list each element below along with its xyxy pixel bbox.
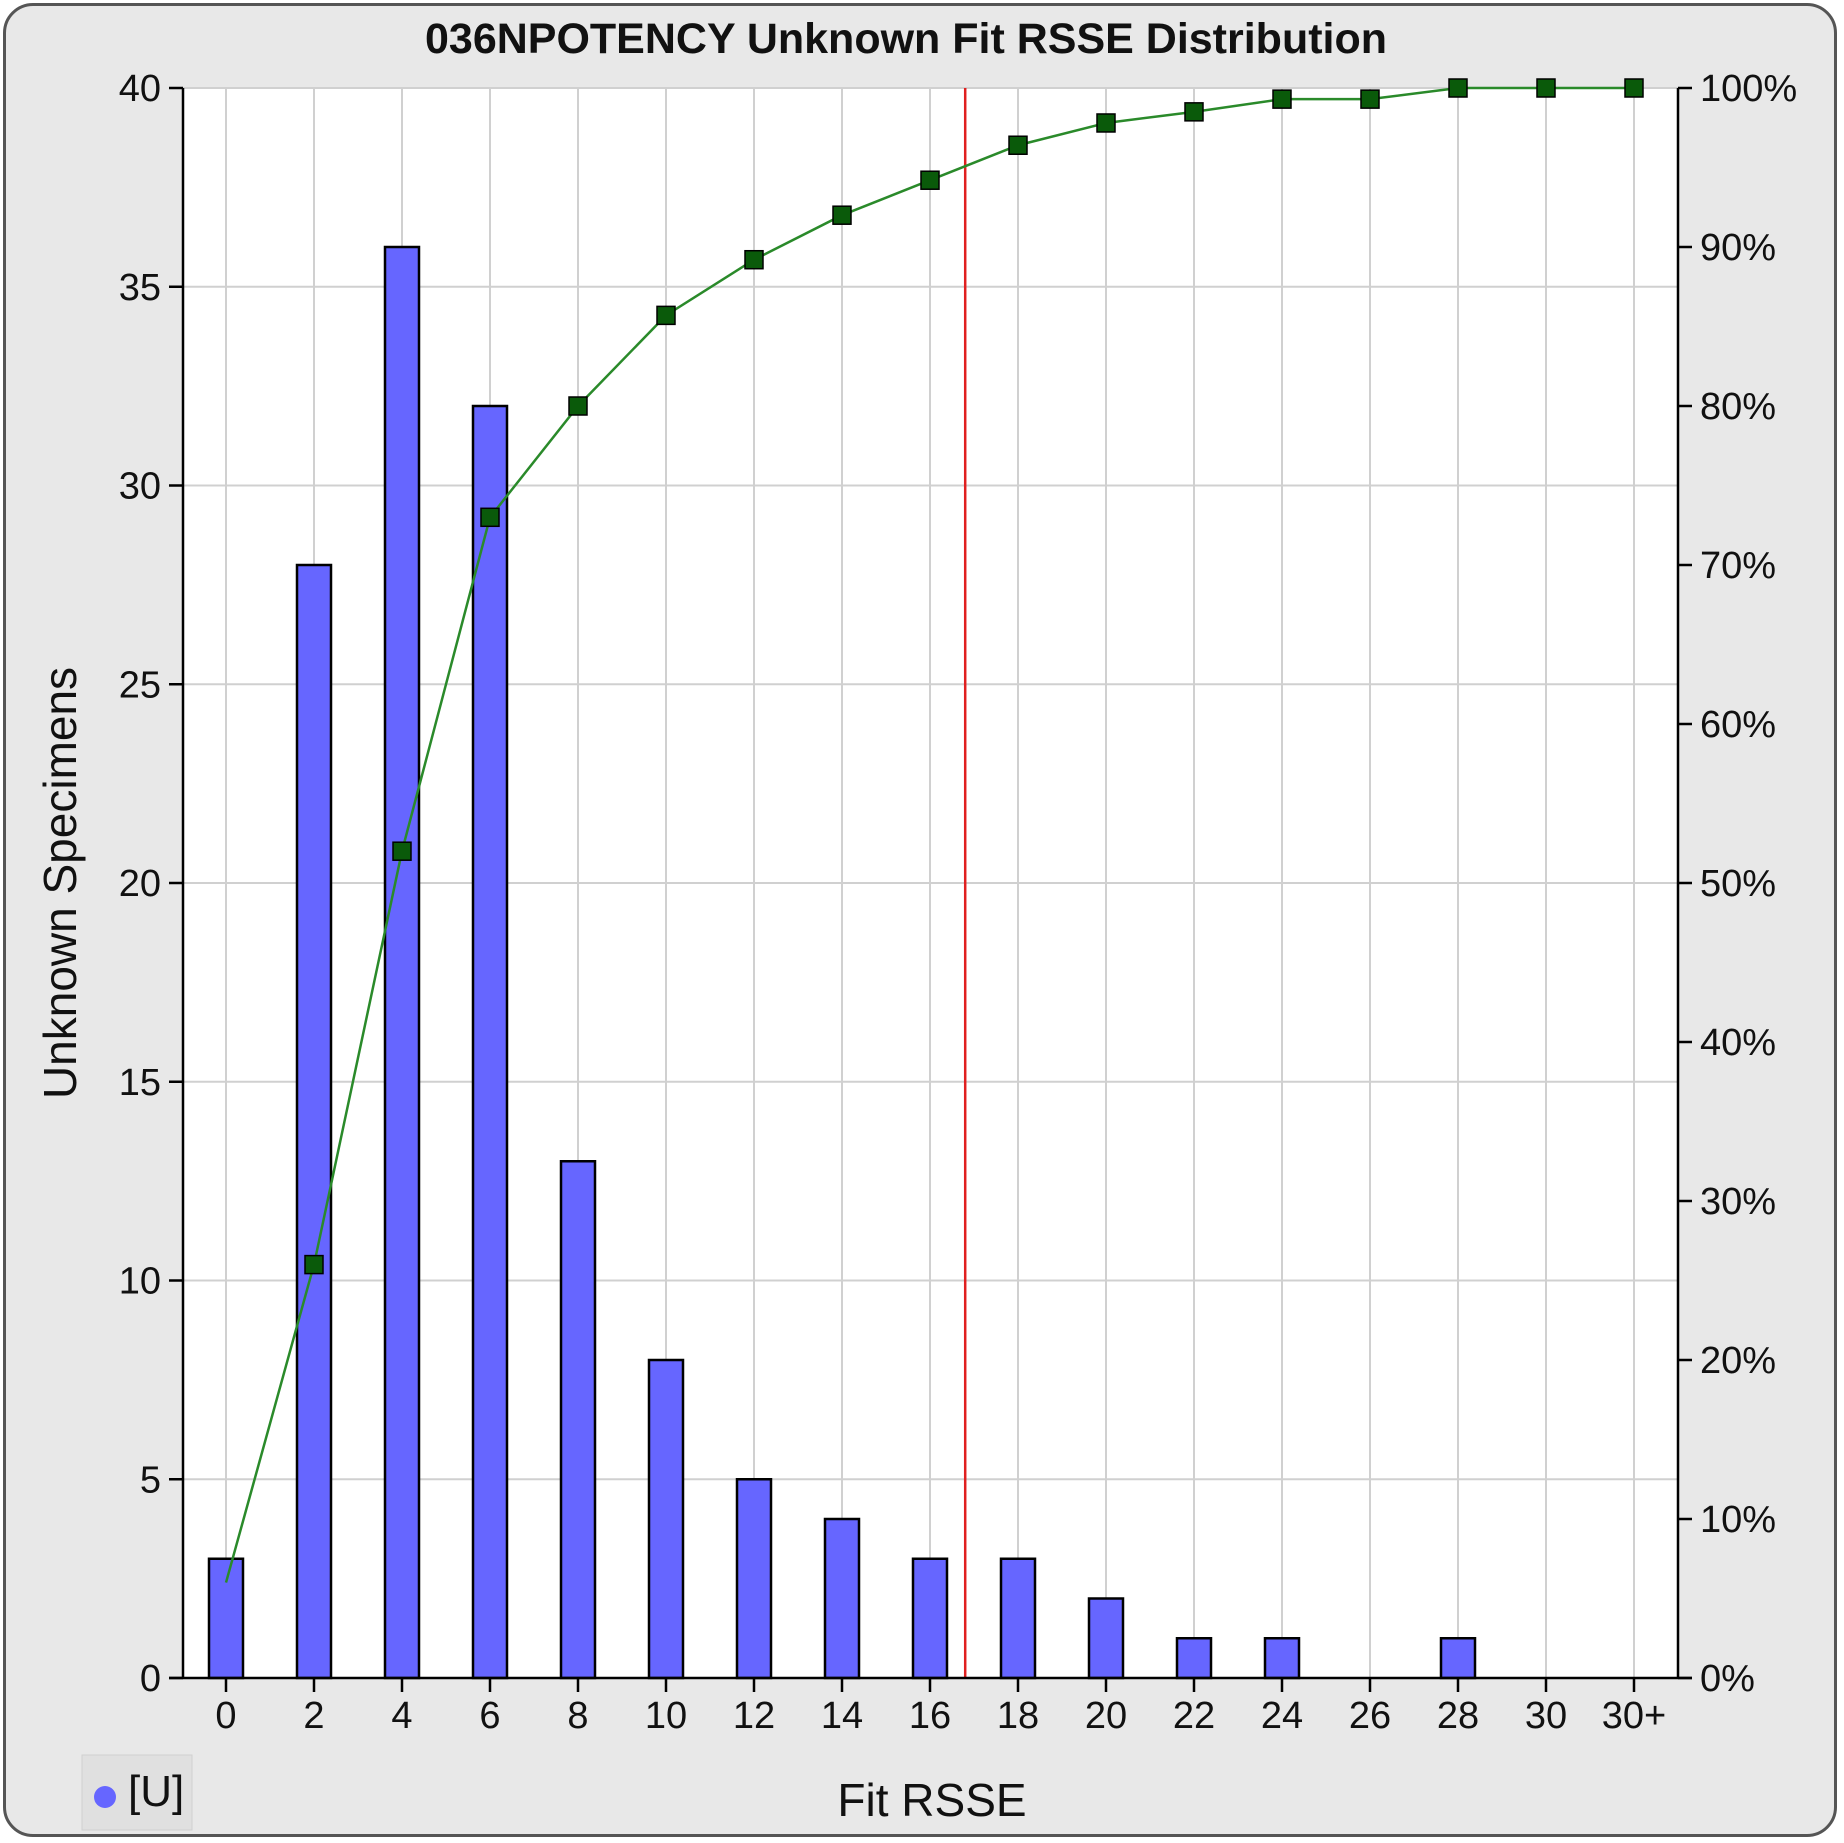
x-tick-label: 10 (645, 1695, 687, 1737)
y-tick-label-right: 90% (1700, 227, 1776, 269)
bar (1263, 1637, 1301, 1680)
bar (911, 1557, 949, 1680)
bar (471, 404, 509, 1680)
x-axis-label: Fit RSSE (837, 1774, 1026, 1826)
bar (999, 1557, 1037, 1680)
y-tick-label-right: 10% (1700, 1499, 1776, 1541)
cumulative-marker (1536, 78, 1556, 98)
cumulative-marker (656, 305, 676, 326)
y-tick-label-left: 5 (140, 1459, 161, 1501)
legend: [U] (81, 1754, 193, 1831)
cumulative-marker (1448, 78, 1468, 98)
bar (1439, 1637, 1477, 1680)
y-tick-label-right: 30% (1700, 1181, 1776, 1223)
cumulative-marker (1360, 89, 1380, 109)
x-tick-label: 24 (1261, 1695, 1303, 1737)
x-tick-label: 26 (1349, 1695, 1391, 1737)
x-tick-label: 30+ (1602, 1695, 1666, 1737)
y-tick-label-left: 0 (140, 1658, 161, 1700)
cumulative-marker (480, 507, 500, 528)
bar (207, 1557, 245, 1680)
x-tick-label: 14 (821, 1695, 863, 1737)
bar (559, 1160, 597, 1680)
y-tick-label-left: 10 (119, 1261, 161, 1303)
cumulative-marker (304, 1254, 324, 1275)
cumulative-marker (1272, 89, 1292, 109)
bar (295, 563, 333, 1680)
y-axis-label: Unknown Specimens (34, 667, 86, 1099)
y-tick-label-right: 70% (1700, 545, 1776, 587)
bar (735, 1478, 773, 1680)
legend-swatch (94, 1786, 116, 1808)
y-tick-label-right: 50% (1700, 863, 1776, 905)
cumulative-marker (1184, 102, 1204, 122)
x-tick-label: 6 (479, 1695, 500, 1737)
cumulative-marker (392, 841, 412, 861)
y-tick-label-left: 15 (119, 1062, 161, 1104)
x-tick-label: 20 (1085, 1695, 1127, 1737)
cumulative-marker (1008, 135, 1028, 155)
x-tick-label: 2 (303, 1695, 324, 1737)
tick-labels: 05101520253035400%10%20%30%40%50%60%70%8… (119, 68, 1797, 1737)
cumulative-marker (832, 205, 852, 225)
bar (383, 245, 421, 1680)
x-tick-label: 30 (1525, 1695, 1567, 1737)
x-tick-label: 16 (909, 1695, 951, 1737)
x-tick-label: 4 (391, 1695, 412, 1737)
y-tick-label-right: 60% (1700, 704, 1776, 746)
x-tick-label: 0 (215, 1695, 236, 1737)
y-tick-label-right: 40% (1700, 1022, 1776, 1064)
y-tick-label-left: 40 (119, 68, 161, 110)
bar (1175, 1637, 1213, 1680)
y-tick-label-left: 35 (119, 267, 161, 309)
bar (823, 1517, 861, 1680)
cumulative-marker (1096, 113, 1116, 133)
bar (647, 1358, 685, 1680)
x-tick-label: 28 (1437, 1695, 1479, 1737)
cumulative-marker (744, 249, 764, 270)
x-tick-label: 22 (1173, 1695, 1215, 1737)
y-tick-label-right: 80% (1700, 386, 1776, 428)
legend-label: [U] (128, 1767, 184, 1816)
cumulative-marker (1624, 78, 1644, 98)
x-tick-label: 8 (567, 1695, 588, 1737)
y-tick-label-left: 25 (119, 664, 161, 706)
cumulative-marker (568, 396, 588, 416)
y-tick-label-left: 20 (119, 863, 161, 905)
x-tick-label: 18 (997, 1695, 1039, 1737)
bar (1087, 1597, 1125, 1680)
y-tick-label-right: 0% (1700, 1658, 1755, 1700)
y-tick-label-right: 20% (1700, 1340, 1776, 1382)
cumulative-marker (920, 170, 940, 190)
axes (169, 86, 1692, 1692)
y-tick-label-left: 30 (119, 466, 161, 508)
y-tick-label-right: 100% (1700, 68, 1797, 110)
cumulative-line (224, 78, 1644, 1583)
x-tick-label: 12 (733, 1695, 775, 1737)
chart-title: 036NPOTENCY Unknown Fit RSSE Distributio… (425, 15, 1387, 63)
